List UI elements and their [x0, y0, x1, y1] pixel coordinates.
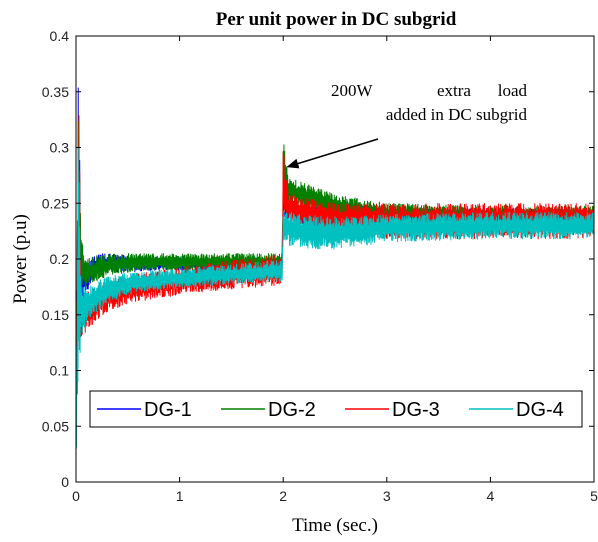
legend: DG-1 DG-2 DG-3 DG-4	[89, 390, 583, 428]
chart-title: Per unit power in DC subgrid	[216, 9, 457, 30]
x-tick-label: 3	[383, 488, 391, 504]
y-tick-label: 0.2	[50, 251, 70, 267]
annotation-line-1: 200W extra load	[331, 81, 527, 100]
legend-label: DG-1	[144, 399, 192, 421]
legend-label: DG-3	[392, 399, 440, 421]
x-tick-label: 0	[72, 488, 80, 504]
annotation: 200W extra load added in DC subgrid	[286, 81, 528, 169]
legend-label: DG-4	[516, 399, 564, 421]
x-tick-label: 1	[176, 488, 184, 504]
x-axis: 0 1 2 3 4 5	[72, 36, 598, 504]
y-tick-label: 0.15	[42, 307, 69, 323]
y-tick-label: 0	[61, 474, 69, 490]
annotation-arrow	[286, 138, 379, 169]
y-axis: 0 0.05 0.1 0.15 0.2 0.25 0.3 0.35 0.4	[42, 28, 594, 490]
y-tick-label: 0.3	[50, 140, 70, 156]
y-tick-label: 0.1	[50, 363, 70, 379]
x-tick-label: 4	[487, 488, 495, 504]
x-tick-label: 2	[279, 488, 287, 504]
series-layer	[76, 87, 594, 449]
y-tick-label: 0.25	[42, 195, 69, 211]
legend-label: DG-2	[268, 399, 316, 421]
y-tick-label: 0.05	[42, 418, 69, 434]
y-tick-label: 0.4	[50, 28, 70, 44]
x-axis-label: Time (sec.)	[292, 515, 378, 536]
x-tick-label: 5	[590, 488, 598, 504]
y-tick-label: 0.35	[42, 84, 69, 100]
annotation-line-2: added in DC subgrid	[386, 105, 528, 124]
series-dg-4	[76, 146, 594, 449]
y-axis-label: Power (p.u)	[10, 214, 31, 304]
